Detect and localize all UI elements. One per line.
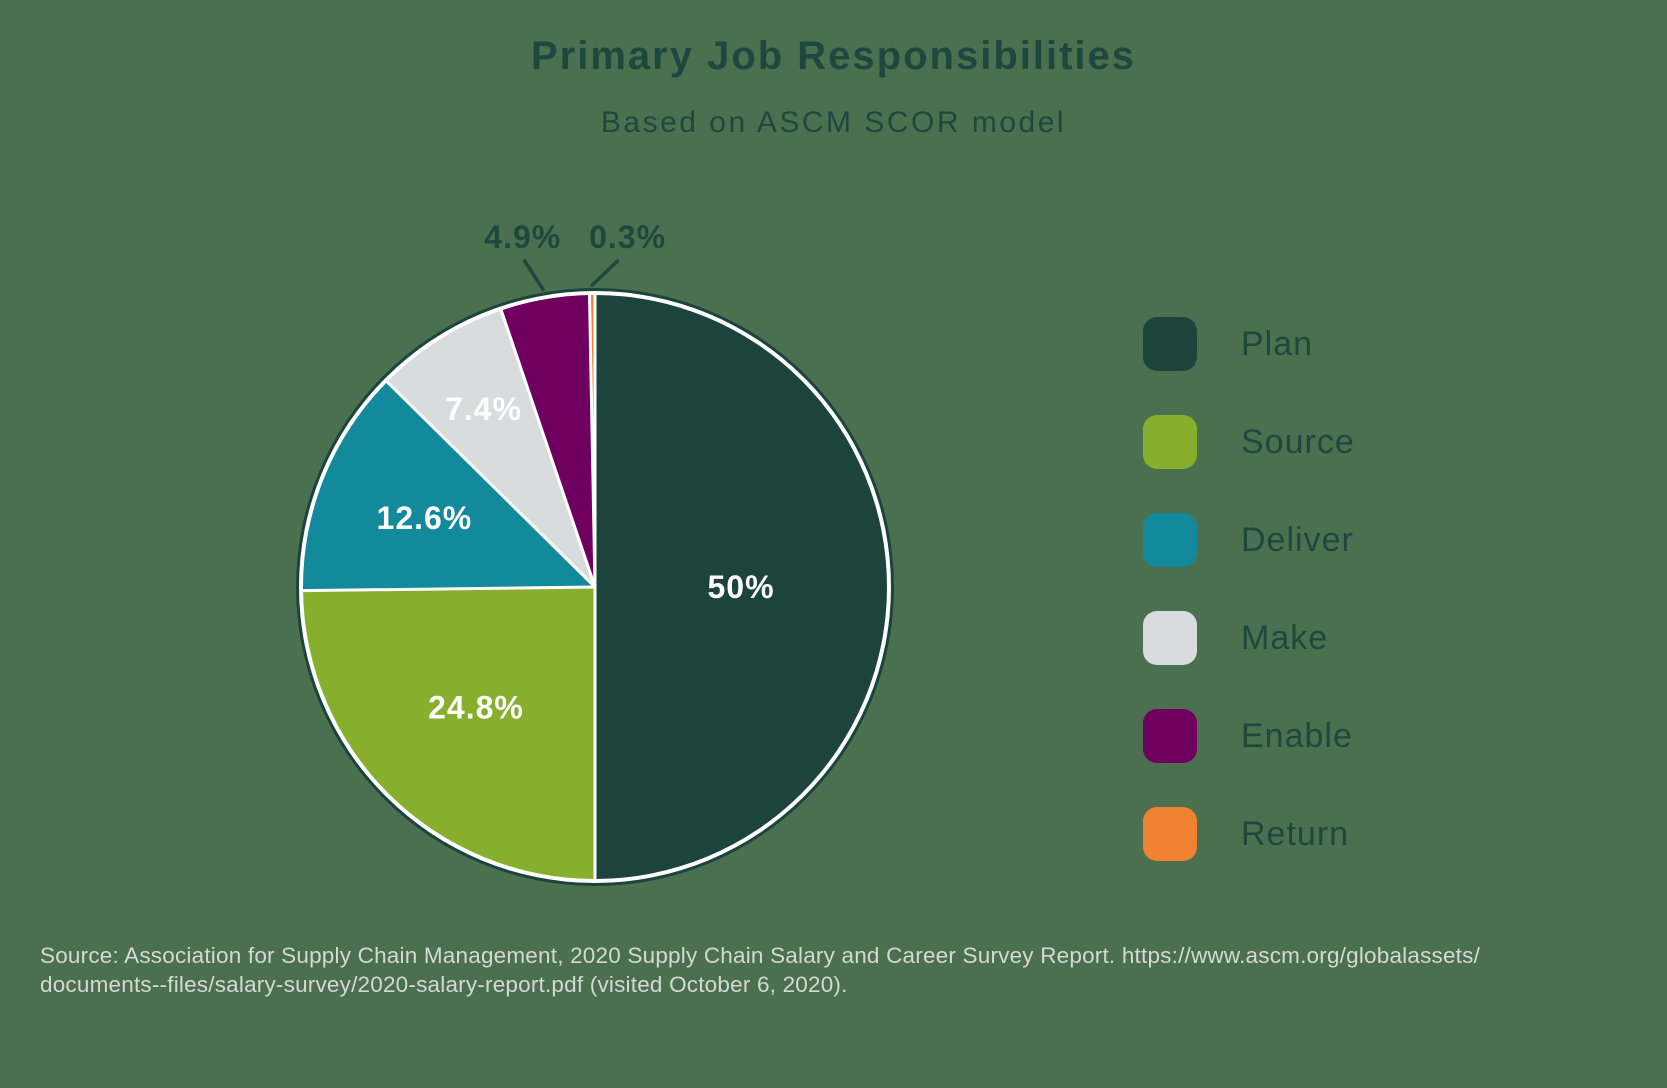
legend-item-enable: Enable xyxy=(1143,709,1355,763)
pie-slice-deliver xyxy=(302,381,595,591)
slice-label-source: 24.8% xyxy=(428,690,524,726)
slice-divider xyxy=(302,585,596,593)
legend-swatch-enable xyxy=(1143,709,1197,763)
slice-label-deliver: 12.6% xyxy=(377,500,473,536)
legend-swatch-return xyxy=(1143,807,1197,861)
legend-label-make: Make xyxy=(1241,618,1329,657)
legend-swatch-plan xyxy=(1143,317,1197,371)
legend-label-enable: Enable xyxy=(1241,716,1353,755)
pie-slice-plan xyxy=(595,295,887,879)
chart-title: Primary Job Responsibilities xyxy=(530,34,1137,78)
pie-slice-make xyxy=(387,310,595,587)
legend-item-make: Make xyxy=(1143,611,1355,665)
source-note-line1: Source: Association for Supply Chain Man… xyxy=(40,943,1481,968)
leader-line-enable xyxy=(523,259,545,292)
legend-item-plan: Plan xyxy=(1143,317,1355,371)
callout-label-enable: 4.9% xyxy=(484,219,561,255)
legend-swatch-make xyxy=(1143,611,1197,665)
leader-line-return xyxy=(590,259,620,287)
source-note-line2: documents--files/salary-survey/2020-sala… xyxy=(40,972,848,997)
legend-label-source: Source xyxy=(1241,422,1355,461)
legend-label-return: Return xyxy=(1241,814,1350,853)
legend-item-deliver: Deliver xyxy=(1143,513,1355,567)
chart-subtitle: Based on ASCM SCOR model xyxy=(600,106,1067,139)
legend: Plan Source Deliver Make Enable Return xyxy=(1143,317,1355,861)
pie-slice-source xyxy=(303,587,595,879)
slice-divider xyxy=(385,380,597,589)
legend-swatch-deliver xyxy=(1143,513,1197,567)
slice-label-plan: 50% xyxy=(707,569,774,605)
callout-label-return: 0.3% xyxy=(589,219,666,255)
legend-item-source: Source xyxy=(1143,415,1355,469)
source-note: Source: Association for Supply Chain Man… xyxy=(40,941,1600,999)
slice-divider xyxy=(499,309,597,588)
legend-label-plan: Plan xyxy=(1241,324,1314,363)
legend-label-deliver: Deliver xyxy=(1241,520,1354,559)
legend-item-return: Return xyxy=(1143,807,1355,861)
slice-label-make: 7.4% xyxy=(445,391,522,427)
legend-swatch-source xyxy=(1143,415,1197,469)
